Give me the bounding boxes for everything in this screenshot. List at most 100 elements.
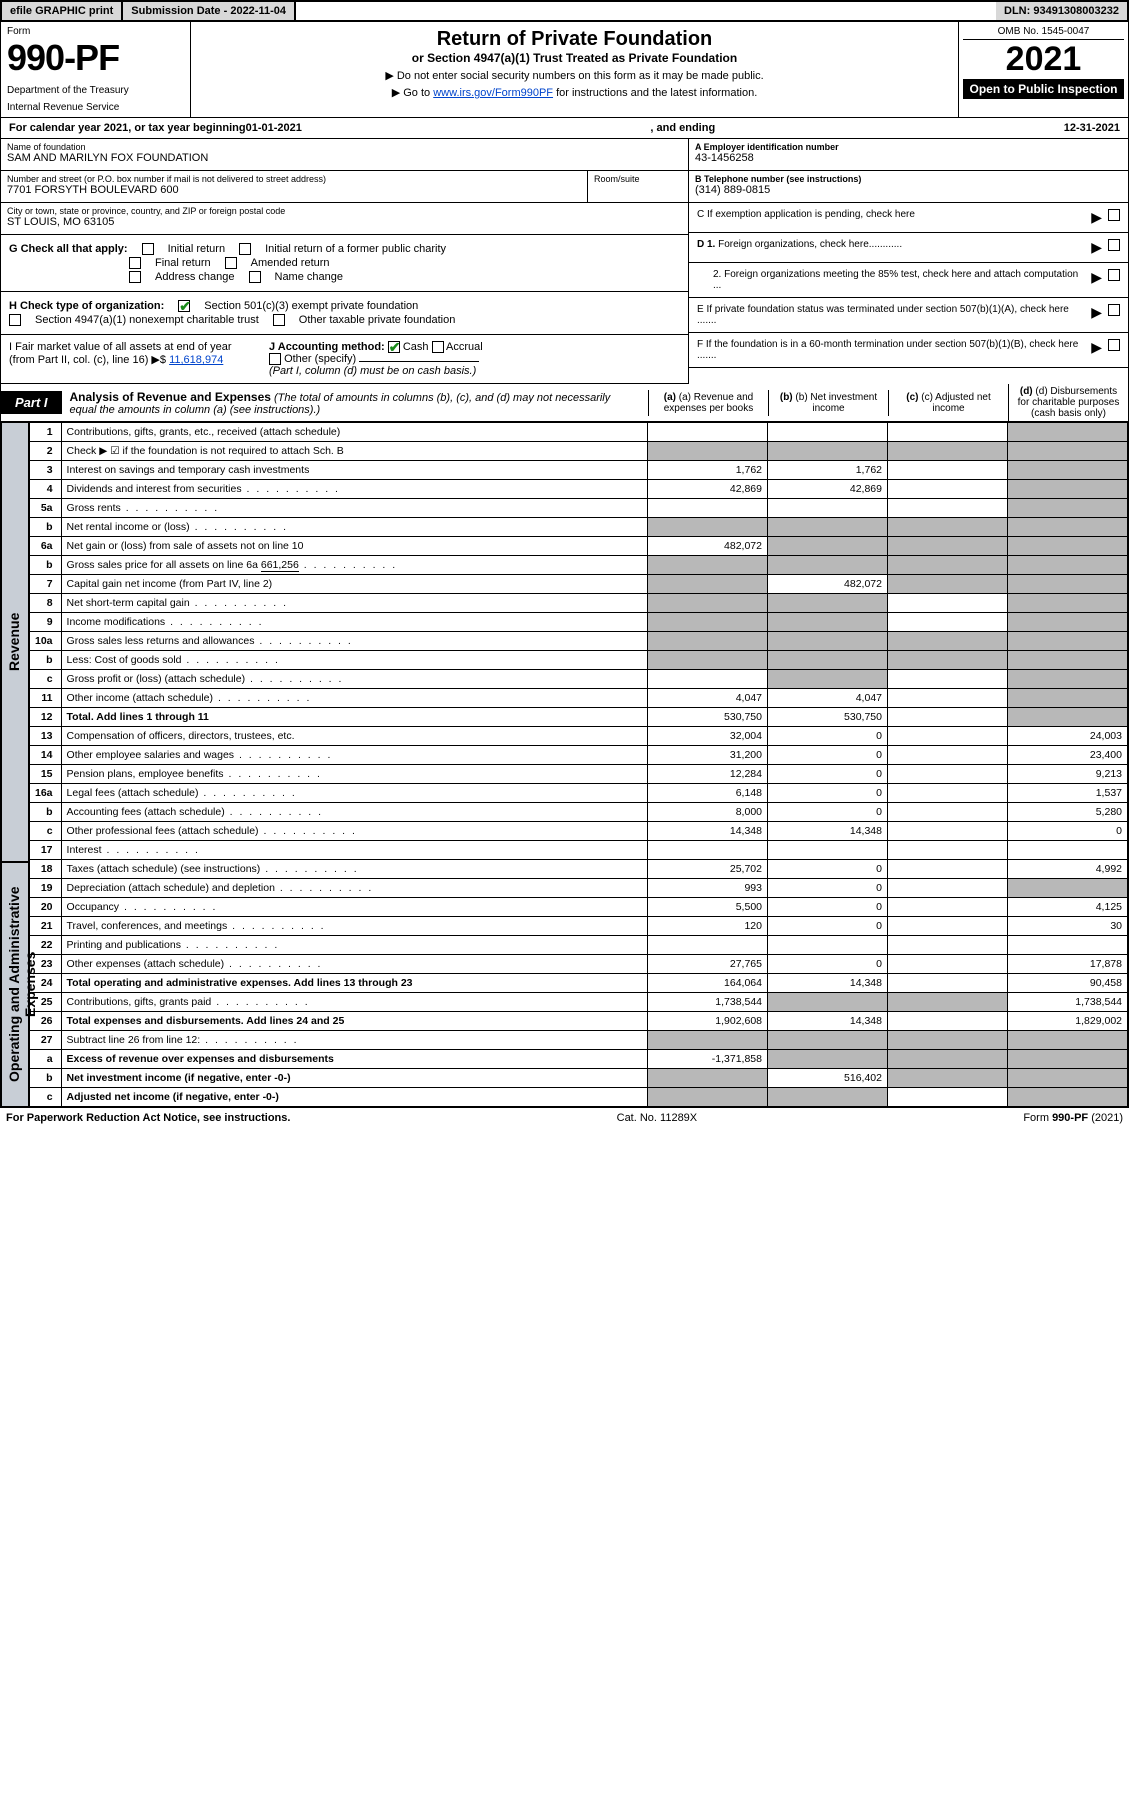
cell-value [768, 537, 888, 556]
efile-print-label[interactable]: efile GRAPHIC print [2, 2, 123, 20]
row-number: 12 [30, 708, 62, 727]
cell-value [1008, 689, 1128, 708]
cell-value [1008, 651, 1128, 670]
initial-former-checkbox[interactable] [239, 243, 251, 255]
address-change-label: Address change [155, 271, 235, 283]
row-desc: Other expenses (attach schedule) [61, 955, 647, 974]
cell-value [768, 594, 888, 613]
foreign-85-checkbox[interactable] [1108, 269, 1120, 281]
fmv-value[interactable]: 11,618,974 [169, 354, 223, 366]
row-desc: Gross sales price for all assets on line… [61, 556, 647, 575]
cell-value [888, 727, 1008, 746]
accrual-checkbox[interactable] [432, 341, 444, 353]
cell-value [888, 1069, 1008, 1088]
cell-value: 4,047 [768, 689, 888, 708]
row-desc: Travel, conferences, and meetings [61, 917, 647, 936]
cell-value [888, 442, 1008, 461]
cell-value [888, 708, 1008, 727]
row-desc: Pension plans, employee benefits [61, 765, 647, 784]
cell-value [1008, 841, 1128, 860]
table-row: 5aGross rents [30, 499, 1128, 518]
other-method-checkbox[interactable] [269, 353, 281, 365]
row-number: 8 [30, 594, 62, 613]
row-desc: Contributions, gifts, grants paid [61, 993, 647, 1012]
cash-checkbox[interactable] [388, 341, 400, 353]
row-desc: Interest [61, 841, 647, 860]
4947-checkbox[interactable] [9, 314, 21, 326]
final-return-checkbox[interactable] [129, 257, 141, 269]
cell-value [768, 1050, 888, 1069]
cell-value [768, 1031, 888, 1050]
cell-value: 0 [768, 727, 888, 746]
cell-value: 4,992 [1008, 860, 1128, 879]
cell-value [768, 442, 888, 461]
part1-title-cell: Analysis of Revenue and Expenses (The to… [62, 386, 648, 420]
cell-value [888, 822, 1008, 841]
final-return-label: Final return [155, 257, 211, 269]
cell-value [888, 632, 1008, 651]
cell-value: 5,500 [648, 898, 768, 917]
row-number: 9 [30, 613, 62, 632]
table-row: 22Printing and publications [30, 936, 1128, 955]
60month-checkbox[interactable] [1108, 339, 1120, 351]
cell-value [1008, 442, 1128, 461]
cell-value [1008, 499, 1128, 518]
section-d2: 2. Foreign organizations meeting the 85%… [689, 263, 1128, 298]
cal-pre: For calendar year 2021, or tax year begi… [9, 122, 246, 134]
cell-value [888, 746, 1008, 765]
amended-return-checkbox[interactable] [225, 257, 237, 269]
cell-value: 24,003 [1008, 727, 1128, 746]
arrow-icon: ▶ [1091, 339, 1102, 356]
cell-value: 120 [648, 917, 768, 936]
table-row: 12Total. Add lines 1 through 11530,75053… [30, 708, 1128, 727]
cell-value [768, 993, 888, 1012]
cell-value [768, 670, 888, 689]
row-desc: Legal fees (attach schedule) [61, 784, 647, 803]
section-j: J Accounting method: Cash Accrual Other … [269, 341, 483, 377]
cell-value [648, 594, 768, 613]
table-row: aExcess of revenue over expenses and dis… [30, 1050, 1128, 1069]
cell-value [648, 423, 768, 442]
table-row: 15Pension plans, employee benefits12,284… [30, 765, 1128, 784]
cell-value [888, 556, 1008, 575]
row-desc: Other employee salaries and wages [61, 746, 647, 765]
501c3-checkbox[interactable] [178, 300, 190, 312]
initial-return-checkbox[interactable] [142, 243, 154, 255]
cell-value: 1,902,608 [648, 1012, 768, 1031]
cell-value [888, 803, 1008, 822]
row-desc: Printing and publications [61, 936, 647, 955]
cell-value: 0 [768, 860, 888, 879]
section-ij: I Fair market value of all assets at end… [1, 335, 688, 384]
name-change-checkbox[interactable] [249, 271, 261, 283]
revenue-side-label: Revenue [1, 422, 29, 862]
row-number: 2 [30, 442, 62, 461]
name-change-label: Name change [275, 271, 344, 283]
cell-value [768, 651, 888, 670]
row-number: b [30, 1069, 62, 1088]
goto-note: ▶ Go to www.irs.gov/Form990PF for instru… [201, 86, 948, 99]
cell-value: 9,213 [1008, 765, 1128, 784]
row-number: c [30, 1088, 62, 1107]
table-row: bNet investment income (if negative, ent… [30, 1069, 1128, 1088]
cell-value [768, 613, 888, 632]
page-footer: For Paperwork Reduction Act Notice, see … [0, 1107, 1129, 1128]
cell-value [648, 1069, 768, 1088]
row-desc: Total operating and administrative expen… [61, 974, 647, 993]
row-desc: Adjusted net income (if negative, enter … [61, 1088, 647, 1107]
terminated-checkbox[interactable] [1108, 304, 1120, 316]
address-change-checkbox[interactable] [129, 271, 141, 283]
j-label: J Accounting method: [269, 341, 385, 353]
table-row: 25Contributions, gifts, grants paid1,738… [30, 993, 1128, 1012]
cell-value: 25,702 [648, 860, 768, 879]
row-desc: Dividends and interest from securities [61, 480, 647, 499]
cell-value: 32,004 [648, 727, 768, 746]
cell-value [888, 1031, 1008, 1050]
exemption-pending-checkbox[interactable] [1108, 209, 1120, 221]
footer-right: Form 990-PF (2021) [1023, 1112, 1123, 1124]
form990pf-link[interactable]: www.irs.gov/Form990PF [433, 87, 553, 99]
expenses-side-label: Operating and Administrative Expenses [1, 862, 29, 1107]
cell-value [888, 689, 1008, 708]
other-taxable-checkbox[interactable] [273, 314, 285, 326]
foreign-org-checkbox[interactable] [1108, 239, 1120, 251]
cell-value: 4,047 [648, 689, 768, 708]
